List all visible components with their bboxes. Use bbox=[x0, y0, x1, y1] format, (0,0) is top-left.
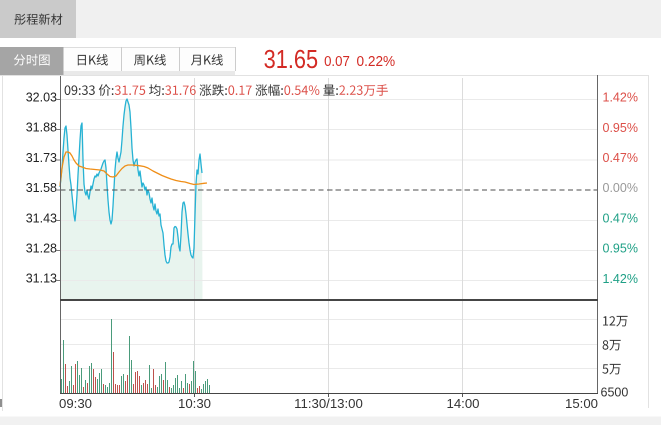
svg-text:0.47%: 0.47% bbox=[603, 212, 638, 226]
svg-text:14:00: 14:00 bbox=[446, 396, 479, 411]
svg-text:15:00: 15:00 bbox=[565, 396, 598, 411]
svg-text:31.28: 31.28 bbox=[26, 242, 57, 256]
svg-text:6500: 6500 bbox=[601, 386, 629, 400]
svg-text:31.88: 31.88 bbox=[26, 121, 57, 135]
svg-text:31.43: 31.43 bbox=[26, 211, 57, 225]
svg-text:09:30: 09:30 bbox=[59, 396, 92, 411]
svg-text:31.13: 31.13 bbox=[26, 272, 57, 286]
svg-text:31.65: 31.65 bbox=[264, 46, 319, 74]
svg-text:31.58: 31.58 bbox=[26, 181, 57, 195]
svg-text:0.07: 0.07 bbox=[324, 54, 350, 70]
svg-text:0.95%: 0.95% bbox=[603, 242, 638, 256]
svg-text:32.03: 32.03 bbox=[26, 91, 57, 105]
svg-text:1.42%: 1.42% bbox=[603, 272, 638, 286]
svg-text:0.00%: 0.00% bbox=[603, 181, 638, 195]
svg-text:0.95%: 0.95% bbox=[603, 121, 638, 135]
svg-text:11:30/13:00: 11:30/13:00 bbox=[294, 396, 363, 411]
svg-text:0.47%: 0.47% bbox=[603, 151, 638, 165]
svg-text:0.22%: 0.22% bbox=[357, 54, 396, 70]
svg-text:10:30: 10:30 bbox=[178, 396, 211, 411]
svg-text:31.73: 31.73 bbox=[26, 151, 57, 165]
svg-text:1.42%: 1.42% bbox=[603, 91, 638, 105]
